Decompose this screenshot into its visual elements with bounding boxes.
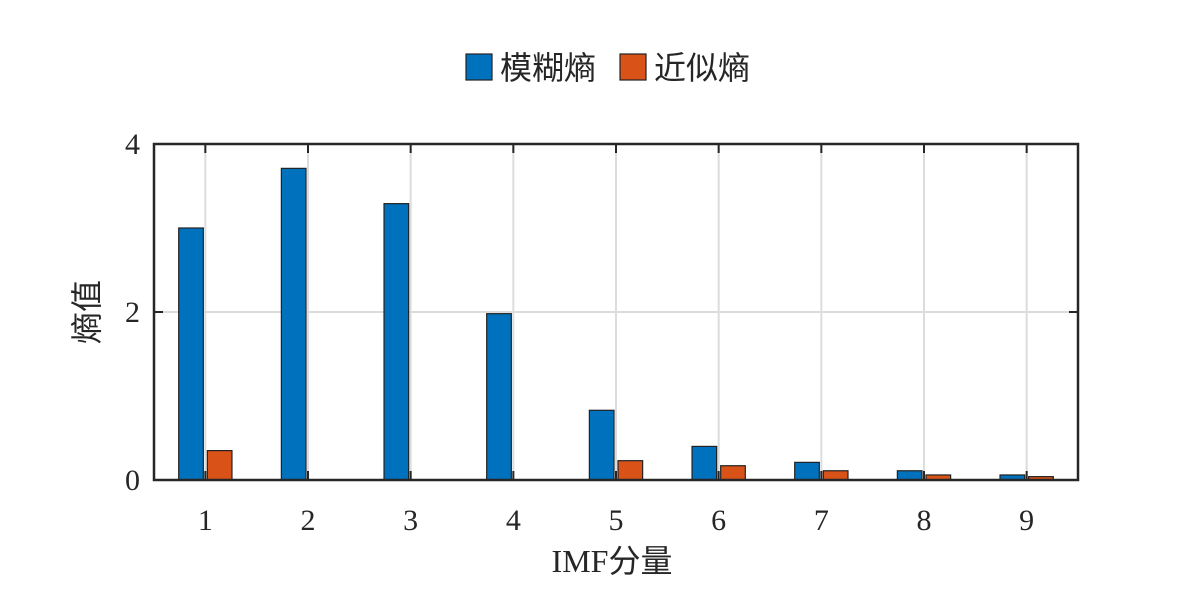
x-tick-label: 5 (609, 504, 624, 537)
x-tick-label: 9 (1019, 504, 1034, 537)
bar (691, 445, 718, 481)
bar (486, 313, 512, 481)
bar (794, 461, 820, 481)
bar (280, 167, 307, 481)
x-tick-label: 3 (403, 504, 418, 537)
x-tick-label: 2 (301, 504, 316, 537)
bar (206, 450, 233, 481)
bar (822, 470, 849, 481)
bar (383, 203, 410, 481)
legend-swatch (465, 53, 493, 81)
plot-frame (152, 142, 1080, 482)
legend-label: 近似熵 (654, 50, 750, 86)
x-tick-label: 4 (506, 504, 521, 537)
bar (896, 470, 923, 481)
legend-swatch (619, 53, 647, 81)
y-tick-label: 4 (125, 128, 140, 161)
x-tick-label: 1 (198, 504, 213, 537)
x-tick-label: 8 (917, 504, 932, 537)
bar (617, 460, 644, 481)
bar (588, 409, 615, 481)
y-tick-label: 0 (125, 464, 140, 497)
legend-label: 模糊熵 (500, 50, 596, 86)
bar (178, 227, 204, 481)
y-axis-label: 熵值 (69, 280, 105, 344)
y-tick-label: 2 (125, 296, 140, 329)
bar (720, 465, 746, 481)
x-tick-label: 7 (814, 504, 829, 537)
x-tick-label: 6 (711, 504, 726, 537)
x-axis-label: IMF分量 (552, 543, 673, 579)
